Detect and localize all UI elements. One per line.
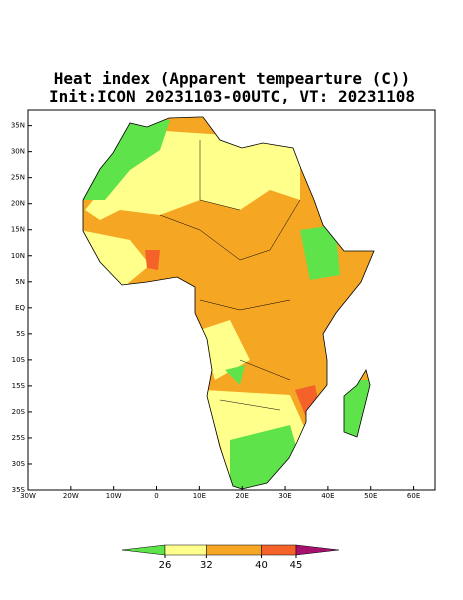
- y-tick-label: EQ: [15, 304, 25, 312]
- x-tick-label: 30W: [20, 492, 36, 500]
- field-red: [145, 250, 160, 270]
- x-tick-label: 60E: [407, 492, 420, 500]
- y-tick-label: 5N: [15, 278, 25, 286]
- colorbar-segment: [206, 544, 262, 556]
- colorbar-high-arrow: [295, 544, 340, 556]
- x-tick-label: 40E: [321, 492, 334, 500]
- x-tick-label: 20E: [236, 492, 249, 500]
- colorbar-segment: [261, 544, 297, 556]
- y-tick-label: 15N: [11, 226, 25, 234]
- borders: [159, 140, 301, 411]
- coastline: [82, 116, 375, 490]
- colorbar-label: 26: [159, 560, 172, 571]
- x-tick-label: 30E: [278, 492, 291, 500]
- field-green: [230, 425, 300, 489]
- x-tick-label: 10E: [193, 492, 206, 500]
- x-tick-label: 10W: [106, 492, 122, 500]
- y-tick-label: 35N: [11, 122, 25, 130]
- y-tick-label: 15S: [12, 382, 26, 390]
- y-tick-label: 25S: [12, 434, 26, 442]
- x-tick-label: 20W: [63, 492, 79, 500]
- field-green: [225, 365, 245, 385]
- y-tick-label: 30S: [12, 460, 26, 468]
- colorbar: 26 32 40 45: [121, 544, 340, 571]
- y-tick-label: 30N: [11, 148, 25, 156]
- colorbar-low-arrow: [121, 544, 166, 556]
- y-tick-label: 35S: [12, 486, 26, 494]
- y-tick-label: 5S: [16, 330, 25, 338]
- colorbar-label: 45: [290, 560, 303, 571]
- colorbar-label: 40: [255, 560, 268, 571]
- y-tick-label: 10N: [11, 252, 25, 260]
- colorbar-label: 32: [200, 560, 213, 571]
- y-tick-label: 25N: [11, 174, 25, 182]
- y-tick-label: 20S: [12, 408, 26, 416]
- y-tick-label: 10S: [12, 356, 26, 364]
- y-tick-label: 20N: [11, 200, 25, 208]
- map-title: Heat index (Apparent tempearture (C)): [54, 69, 410, 88]
- x-tick-label: 50E: [364, 492, 377, 500]
- map-subtitle: Init:ICON 20231103-00UTC, VT: 20231108: [49, 87, 415, 106]
- axes: 30W 20W 10W 0 10E 20E 30E 40E 50E 60E 35N 30N 25N 20N…: [11, 122, 420, 500]
- field-yellow: [200, 320, 250, 380]
- field-green: [300, 225, 340, 280]
- colorbar-segment: [164, 544, 207, 556]
- field-yellow: [83, 230, 150, 290]
- x-tick-label: 0: [154, 492, 158, 500]
